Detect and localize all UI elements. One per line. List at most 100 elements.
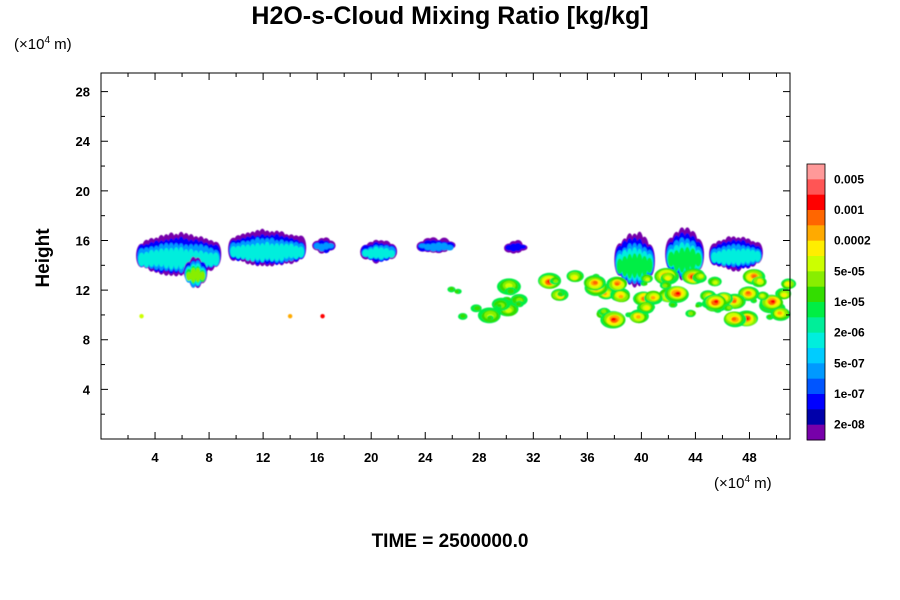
cloud-cell [148,249,155,267]
colorbar-swatch [807,225,825,242]
cloud-cell [720,249,728,265]
cloud-cell [745,290,751,295]
cloud-cell [777,311,782,315]
colorbar-swatch [807,210,825,226]
x-tick-label: 4 [151,450,159,465]
cloud-cell [367,248,375,259]
cloud-cell [273,243,281,262]
cloud-cell [760,294,765,298]
x-tick-label: 48 [742,450,756,465]
colorbar-swatch [807,164,825,180]
cloud-cell [249,243,256,262]
cloud-cell [785,281,791,286]
cloud-cell [650,296,656,300]
cloud-cell [172,247,180,270]
cloud-cell [715,251,723,264]
cloud-cell [730,248,737,265]
cloud-cell [601,309,607,314]
colorbar-label: 1e-05 [834,295,865,309]
cloud-cell [507,288,515,294]
cloud-cell [553,279,558,283]
y-tick-label: 4 [83,382,91,397]
cloud-cell [515,302,522,307]
cloud-cell [377,247,385,260]
cloud-cell [641,255,648,277]
cloud-cell [259,243,266,263]
colorbar-swatch [807,332,825,349]
cloud-cell [665,276,670,281]
cloud-cell [372,246,380,259]
x-tick-label: 8 [205,450,212,465]
colorbar-label: 5e-05 [834,264,865,278]
x-tick-label: 28 [472,450,486,465]
cloud-cell [618,294,624,299]
cloud-cell [636,253,643,278]
colorbar-swatch [807,363,825,380]
cloud-cell [388,250,395,258]
cloud-cell [726,305,732,310]
plot-frame [100,72,791,440]
cloud-cell [138,252,145,267]
cloud-cell [572,275,578,280]
colorbar-label: 1e-07 [834,387,865,401]
cloud-cell [167,247,175,270]
chart-title: H2O-s-Cloud Mixing Ratio [kg/kg] [251,2,649,30]
colorbar-swatch [807,302,825,318]
colorbar-label: 2e-06 [834,326,865,340]
cloud-cell [749,249,756,262]
x-tick-label: 12 [256,450,270,465]
time-label: TIME = 2500000.0 [371,531,529,552]
colorbar-swatch [807,409,825,426]
cloud-cell [460,313,466,319]
colorbar-swatch [807,394,825,410]
cloud-cell [235,245,242,259]
cloud-cell [143,251,150,268]
cloud-cell [497,303,502,308]
cloud-cell [195,267,201,282]
cloud-cell [644,306,650,310]
cloud-cell [636,315,641,319]
cloud-cell [278,243,285,262]
cloud-cell [754,250,761,262]
colorbar-label: 2e-08 [834,418,865,432]
colorbar-frame [806,163,826,441]
x-tick-label: 20 [364,450,378,465]
cloud-cell [327,243,334,249]
cloud-cell [744,248,752,264]
cloud-cell [645,277,650,282]
cloud-cell [592,280,598,285]
cloud-cell [739,248,747,264]
cloud-cell [287,313,293,319]
colorbar-label: 0.001 [834,203,864,217]
cloud-cell [190,267,196,283]
cloud-cell [139,313,144,319]
cloud-cell [445,244,454,251]
cloud-cell [614,282,620,286]
colorbar-label: 0.005 [834,172,864,186]
cloud-cell [731,317,737,321]
cloud-cell [698,274,704,279]
cloud-cell [751,274,757,279]
cloud-cell [670,302,676,307]
cloud-cell [239,244,247,260]
cloud-cell [714,299,719,304]
x-axis: 4 8 12 16 20 24 28 32 36 40 44 48 [127,73,777,465]
y-unit-label: (×104 m) [14,35,72,53]
cloud-cell [689,248,697,270]
cloud-cell [244,244,252,261]
x-tick-label: 40 [634,450,648,465]
colorbar-swatch [807,240,825,257]
colorbar-label: 5e-07 [834,356,865,370]
cloud-cell [643,282,648,286]
cloud-cell [767,314,773,319]
cloud-cell [212,252,220,266]
cloud-cell [207,252,215,267]
cloud-cell [712,280,718,285]
cloud-cell [199,271,205,281]
cloud-cell [158,248,165,267]
cloud-cell [449,286,454,291]
cloud-cell [558,292,563,296]
colorbar: 0.005 0.001 0.0002 5e-05 1e-05 2e-06 5e-07 1e-0… [806,163,871,441]
colorbar-swatch [807,286,825,303]
y-tick-label: 12 [76,283,90,298]
